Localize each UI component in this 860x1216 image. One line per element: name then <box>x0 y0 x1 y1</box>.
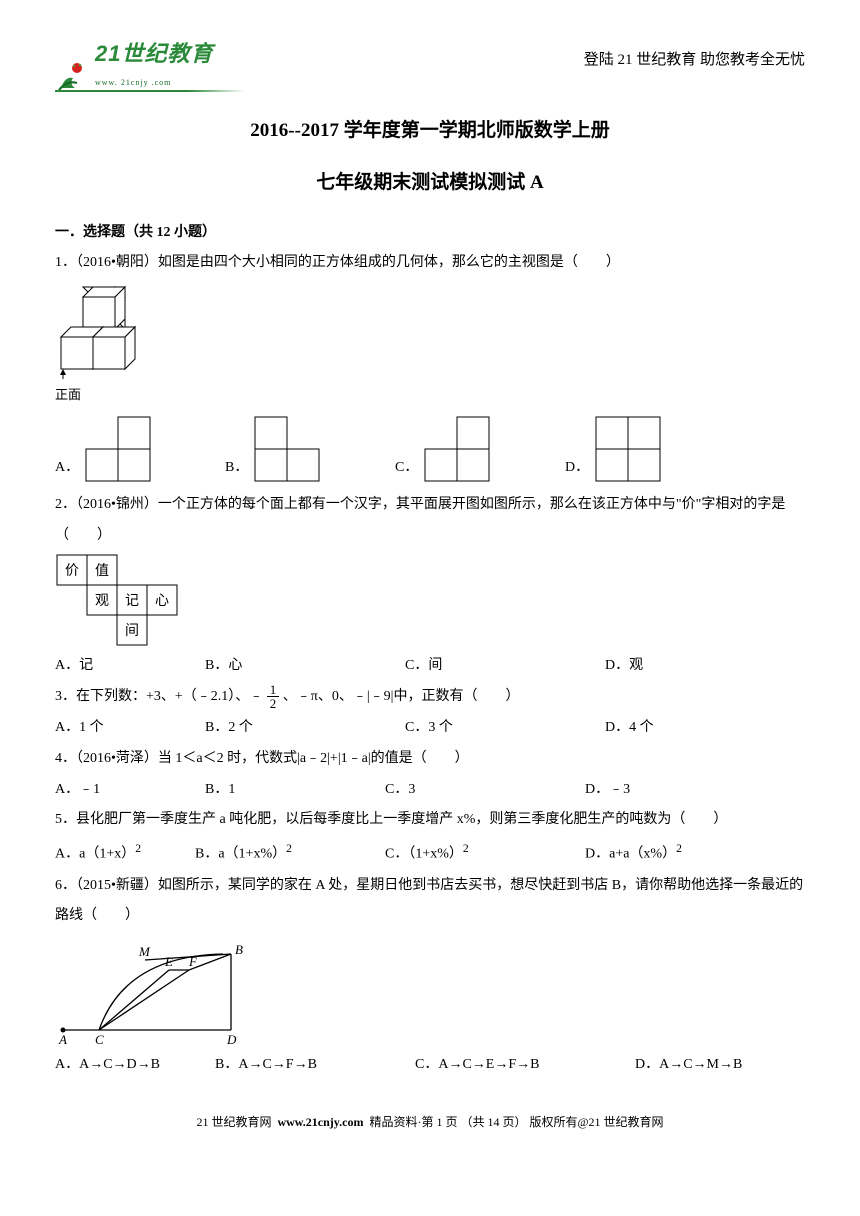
logo: 21世纪教育 www. 21cnjy .com <box>55 30 245 92</box>
q3-opt-b: B．2 个 <box>205 713 405 744</box>
question-6: 6．（2015•新疆）如图所示，某同学的家在 A 处，星期日他到书店去买书，想尽… <box>55 871 805 933</box>
q1-opt-b-label: B． <box>225 460 248 475</box>
logo-icon <box>55 58 91 92</box>
question-5: 5．县化肥厂第一季度生产 a 吨化肥，以后每季度比上一季度增产 x%，则第三季度… <box>55 805 805 836</box>
q2-options: A．记 B．心 C．间 D．观 <box>55 651 805 682</box>
q2-text: 2．（2016•锦州）一个正方体的每个面上都有一个汉字，其平面展开图如图所示，那… <box>55 497 785 543</box>
question-4: 4．（2016•菏泽）当 1＜a＜2 时，代数式|a﹣2|+|1﹣a|的值是（ … <box>55 744 805 775</box>
svg-text:D: D <box>226 1032 237 1046</box>
svg-text:E: E <box>164 954 173 969</box>
q5-text: 5．县化肥厂第一季度生产 a 吨化肥，以后每季度比上一季度增产 x%，则第三季度… <box>55 812 727 827</box>
footer-mid: 精品资料·第 1 页 （共 14 页） 版权所有@21 世纪教育网 <box>369 1115 663 1129</box>
q3-opt-a: A．1 个 <box>55 713 205 744</box>
question-3: 3．在下列数：+3、+（﹣2.1）、﹣ 1 2 、﹣π、0、﹣|﹣9|中，正数有… <box>55 682 805 713</box>
section-heading: 一．选择题（共 12 小题） <box>55 218 805 249</box>
q1-opt-d-shape <box>593 414 663 484</box>
svg-text:B: B <box>235 942 243 957</box>
q1-front-label: 正面 <box>55 381 805 410</box>
q4-opt-a: A．﹣1 <box>55 775 205 806</box>
q2-opt-c: C．间 <box>405 651 605 682</box>
q5-opt-a: A．a（1+x）2 <box>55 836 195 870</box>
q3-opt-c: C．3 个 <box>405 713 605 744</box>
q3-options: A．1 个 B．2 个 C．3 个 D．4 个 <box>55 713 805 744</box>
route-diagram-icon: A C D B M E F <box>55 936 265 1046</box>
q3-pre: 3．在下列数：+3、+（﹣2.1）、﹣ <box>55 689 263 704</box>
q1-opt-a-shape <box>83 414 153 484</box>
q1-opt-c-shape <box>422 414 492 484</box>
page-header: 21世纪教育 www. 21cnjy .com 登陆 21 世纪教育 助您教考全… <box>55 30 805 92</box>
q2-opt-b: B．心 <box>205 651 405 682</box>
q6-opt-a: A．A→C→D→B <box>55 1050 215 1081</box>
q2-figure: 价 值 观 记 心 间 <box>55 553 805 649</box>
cube-net-icon: 价 值 观 记 心 间 <box>55 553 185 649</box>
svg-text:A: A <box>58 1032 67 1046</box>
footer-site-label: 21 世纪教育网 <box>196 1115 271 1129</box>
cubes-icon <box>55 283 165 383</box>
q4-options: A．﹣1 B．1 C．3 D．﹣3 <box>55 775 805 806</box>
q6-opt-c: C．A→C→E→F→B <box>415 1050 635 1081</box>
page-title-2: 七年级期末测试模拟测试 A <box>55 162 805 204</box>
footer-site-url: www.21cnjy.com <box>277 1115 363 1129</box>
q2-opt-a: A．记 <box>55 651 205 682</box>
q4-opt-d: D．﹣3 <box>585 775 630 806</box>
logo-main-text: 21世纪教育 <box>95 30 213 78</box>
svg-text:心: 心 <box>155 593 169 609</box>
q3-opt-d: D．4 个 <box>605 713 654 744</box>
q1-opt-d-label: D． <box>565 460 589 475</box>
question-2: 2．（2016•锦州）一个正方体的每个面上都有一个汉字，其平面展开图如图所示，那… <box>55 490 805 552</box>
q1-opt-c-label: C． <box>395 460 418 475</box>
q6-text: 6．（2015•新疆）如图所示，某同学的家在 A 处，星期日他到书店去买书，想尽… <box>55 878 803 924</box>
q6-opt-b: B．A→C→F→B <box>215 1050 415 1081</box>
q6-opt-d: D．A→C→M→B <box>635 1050 742 1081</box>
svg-text:值: 值 <box>95 563 109 579</box>
q1-opt-b-shape <box>252 414 322 484</box>
q5-options: A．a（1+x）2 B．a（1+x%）2 C．（1+x%）2 D．a+a（x%）… <box>55 836 805 870</box>
q1-figure: 正面 <box>55 283 805 410</box>
svg-text:记: 记 <box>125 593 139 609</box>
svg-text:M: M <box>138 944 151 959</box>
q5-opt-d: D．a+a（x%）2 <box>585 836 682 870</box>
logo-sub-text: www. 21cnjy .com <box>95 74 213 92</box>
q4-opt-c: C．3 <box>385 775 585 806</box>
q5-opt-b: B．a（1+x%）2 <box>195 836 385 870</box>
q6-figure: A C D B M E F <box>55 936 805 1046</box>
q6-options: A．A→C→D→B B．A→C→F→B C．A→C→E→F→B D．A→C→M→… <box>55 1050 805 1081</box>
q4-opt-b: B．1 <box>205 775 385 806</box>
svg-text:C: C <box>95 1032 104 1046</box>
svg-text:间: 间 <box>125 623 139 639</box>
svg-text:F: F <box>188 954 198 969</box>
page-footer: 21 世纪教育网 www.21cnjy.com 精品资料·第 1 页 （共 14… <box>55 1109 805 1135</box>
svg-text:价: 价 <box>65 563 79 579</box>
header-right-text: 登陆 21 世纪教育 助您教考全无忧 <box>584 44 805 77</box>
svg-text:观: 观 <box>95 593 109 609</box>
q4-text: 4．（2016•菏泽）当 1＜a＜2 时，代数式|a﹣2|+|1﹣a|的值是（ … <box>55 751 469 766</box>
q1-text: 1．（2016•朝阳）如图是由四个大小相同的正方体组成的几何体，那么它的主视图是… <box>55 255 620 270</box>
q1-opt-a-label: A． <box>55 460 79 475</box>
q2-opt-d: D．观 <box>605 651 643 682</box>
page-title-1: 2016--2017 学年度第一学期北师版数学上册 <box>55 110 805 152</box>
question-1: 1．（2016•朝阳）如图是由四个大小相同的正方体组成的几何体，那么它的主视图是… <box>55 248 805 279</box>
q1-options: A． B． C． D． <box>55 414 805 484</box>
fraction-icon: 1 2 <box>267 683 280 710</box>
q5-opt-c: C．（1+x%）2 <box>385 836 585 870</box>
q3-post: 、﹣π、0、﹣|﹣9|中，正数有（ ） <box>283 689 520 704</box>
